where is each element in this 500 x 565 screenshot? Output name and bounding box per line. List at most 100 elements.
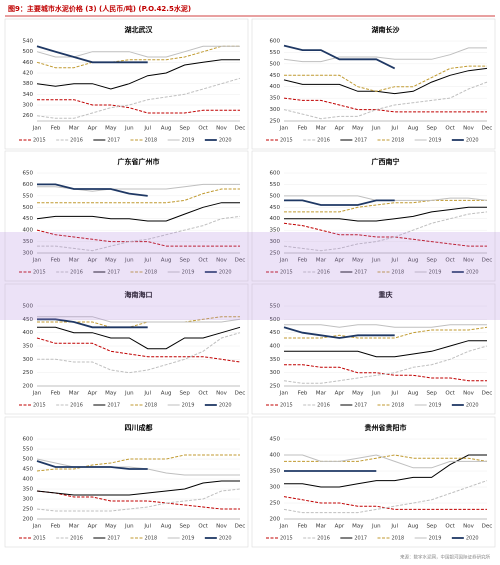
legend-label: 2019 bbox=[182, 138, 195, 144]
series-line bbox=[36, 460, 148, 470]
x-tick-label: Apr bbox=[335, 258, 345, 264]
series-line bbox=[36, 202, 240, 222]
y-tick-label: 460 bbox=[23, 60, 34, 66]
y-tick-label: 300 bbox=[23, 251, 34, 257]
x-tick-label: Sep bbox=[179, 391, 190, 397]
legend-label: 2020 bbox=[219, 270, 232, 276]
legend-label: 2016 bbox=[70, 403, 83, 409]
x-tick-label: Jul bbox=[143, 391, 151, 397]
series-line bbox=[284, 324, 487, 328]
y-tick-label: 450 bbox=[270, 437, 281, 443]
x-tick-label: Jul bbox=[143, 524, 151, 530]
series-line bbox=[37, 316, 241, 323]
series-line bbox=[284, 199, 395, 206]
x-tick-label: Sep bbox=[426, 126, 437, 132]
legend-label: 2018 bbox=[145, 536, 158, 542]
x-tick-label: May bbox=[352, 524, 364, 530]
series-line bbox=[283, 222, 487, 247]
series-line bbox=[284, 206, 487, 222]
legend-label: 2020 bbox=[219, 138, 232, 144]
y-tick-label: 350 bbox=[270, 469, 281, 475]
panel-title: 四川成都 bbox=[125, 423, 153, 432]
x-tick-label: Mar bbox=[69, 126, 80, 132]
legend-label: 2015 bbox=[280, 270, 293, 276]
panel: 海南海口 200 250 300 350 400 450 500 Jan Feb Mar Apr May… bbox=[4, 283, 249, 415]
x-tick-label: Sep bbox=[179, 524, 190, 530]
x-tick-label: Dec bbox=[235, 126, 246, 132]
panel: 湖南长沙 250 300 350 400 450 500 550 600 Jan Feb Mar Apr… bbox=[251, 18, 496, 150]
legend-label: 2018 bbox=[392, 536, 405, 542]
x-tick-label: Jun bbox=[124, 258, 134, 264]
y-tick-label: 500 bbox=[23, 457, 34, 463]
x-tick-label: Jun bbox=[371, 524, 381, 530]
y-tick-label: 450 bbox=[270, 330, 281, 336]
panel-frame bbox=[4, 18, 249, 150]
y-tick-label: 200 bbox=[270, 517, 281, 523]
x-tick-label: Aug bbox=[408, 391, 419, 397]
series-line bbox=[284, 364, 487, 382]
y-tick-label: 400 bbox=[23, 477, 34, 483]
series-line bbox=[283, 345, 488, 384]
series-line bbox=[283, 81, 488, 120]
legend-label: 2018 bbox=[145, 403, 158, 409]
y-tick-label: 600 bbox=[270, 171, 281, 177]
x-tick-label: Oct bbox=[445, 391, 455, 397]
series-line bbox=[37, 326, 241, 350]
series-line bbox=[36, 488, 241, 512]
series-line bbox=[283, 496, 487, 510]
x-tick-label: Sep bbox=[426, 524, 437, 530]
legend-label: 2017 bbox=[354, 403, 367, 409]
legend-label: 2016 bbox=[70, 536, 83, 542]
x-tick-label: Dec bbox=[482, 126, 493, 132]
x-tick-label: May bbox=[352, 126, 364, 132]
x-tick-label: Jul bbox=[390, 258, 398, 264]
y-tick-label: 200 bbox=[23, 384, 34, 390]
x-tick-label: May bbox=[105, 126, 117, 132]
series-line bbox=[36, 480, 240, 496]
panel: 湖北武汉 260 300 340 380 420 460 500 540 Jan Feb Mar Apr… bbox=[4, 18, 249, 150]
legend-label: 2016 bbox=[317, 403, 330, 409]
x-tick-label: Feb bbox=[298, 126, 308, 132]
series-line bbox=[36, 77, 241, 119]
legend-label: 2016 bbox=[70, 138, 83, 144]
y-tick-label: 250 bbox=[23, 507, 34, 513]
x-tick-label: Jun bbox=[124, 126, 134, 132]
legend-label: 2020 bbox=[466, 536, 479, 542]
legend-label: 2019 bbox=[429, 138, 442, 144]
series-line bbox=[284, 454, 487, 469]
series-line bbox=[36, 490, 240, 510]
legend-label: 2019 bbox=[429, 536, 442, 542]
y-tick-label: 350 bbox=[23, 487, 34, 493]
y-tick-label: 350 bbox=[270, 228, 281, 234]
series-line bbox=[36, 59, 240, 90]
x-tick-label: Feb bbox=[51, 391, 61, 397]
y-tick-label: 300 bbox=[23, 103, 34, 109]
x-tick-label: Nov bbox=[216, 258, 227, 264]
y-tick-label: 400 bbox=[23, 228, 34, 234]
x-tick-label: Feb bbox=[51, 524, 61, 530]
y-tick-label: 500 bbox=[23, 49, 34, 55]
x-tick-label: Jul bbox=[143, 258, 151, 264]
legend-label: 2015 bbox=[33, 138, 46, 144]
legend-label: 2016 bbox=[317, 270, 330, 276]
y-tick-label: 400 bbox=[23, 330, 34, 336]
y-tick-label: 600 bbox=[23, 182, 34, 188]
legend-label: 2017 bbox=[354, 536, 367, 542]
source-note: 来源：数字水泥网，中国银河国际证券研究所 bbox=[400, 554, 490, 561]
y-tick-label: 450 bbox=[270, 73, 281, 79]
legend-label: 2018 bbox=[392, 270, 405, 276]
x-tick-label: Nov bbox=[216, 524, 227, 530]
x-tick-label: Sep bbox=[179, 258, 190, 264]
x-tick-label: Jun bbox=[371, 126, 381, 132]
legend-label: 2015 bbox=[280, 403, 293, 409]
x-tick-label: May bbox=[352, 258, 364, 264]
panel-title: 湖南长沙 bbox=[372, 25, 400, 34]
panel-title: 贵州省贵阳市 bbox=[365, 423, 407, 432]
x-tick-label: Aug bbox=[408, 126, 419, 132]
x-tick-label: Dec bbox=[235, 258, 246, 264]
x-tick-label: Feb bbox=[51, 258, 61, 264]
x-tick-label: Jun bbox=[371, 391, 381, 397]
watermark-band bbox=[0, 232, 500, 320]
series-line bbox=[283, 480, 488, 514]
